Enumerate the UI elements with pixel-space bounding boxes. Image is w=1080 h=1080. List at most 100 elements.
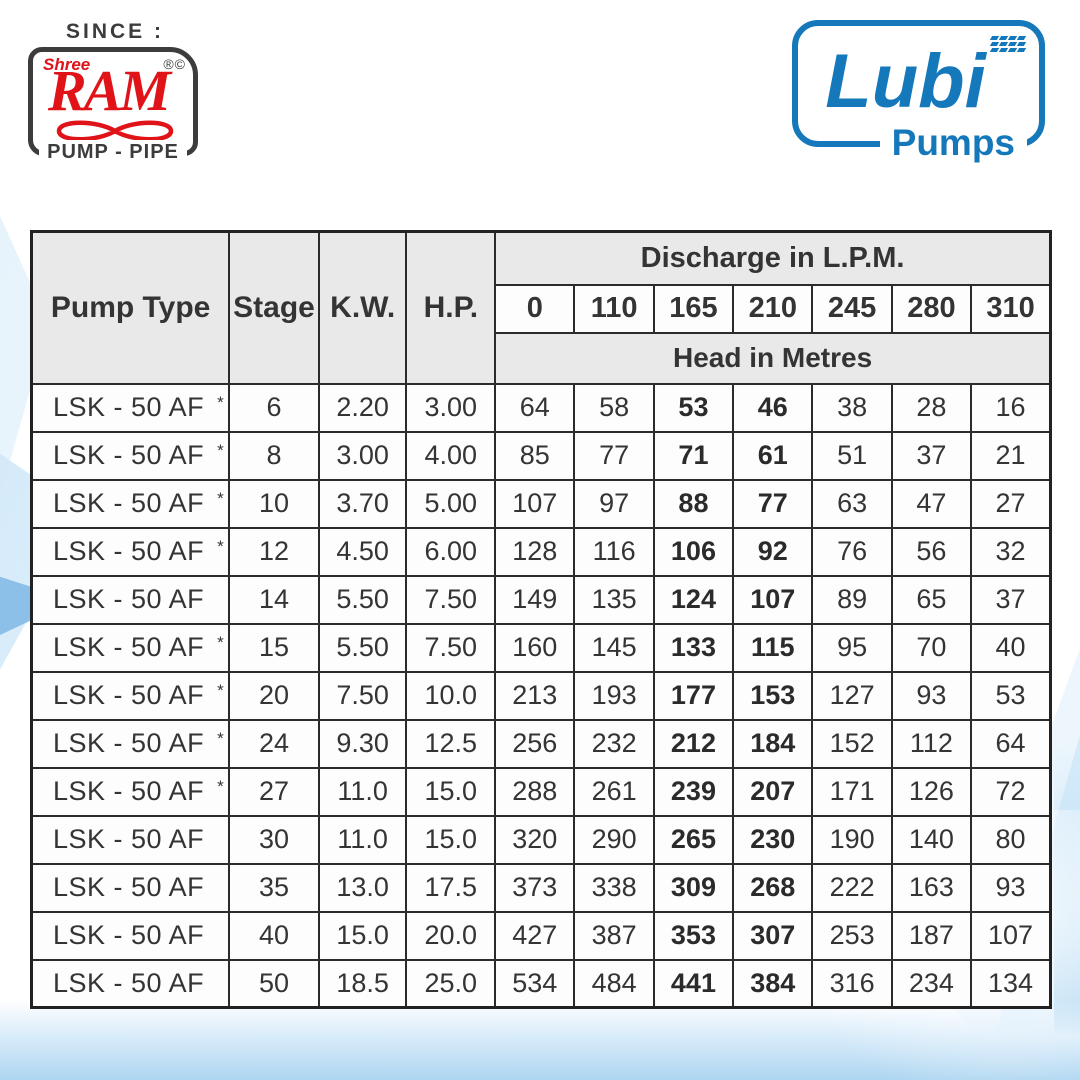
- pump-model: LSK - 50 AF: [53, 872, 205, 902]
- background-bottom-gradient: [0, 1000, 1080, 1080]
- table-row: LSK - 50 AF 14 5.50 7.50 149 135 124 107 89 65 37: [30, 574, 1052, 625]
- head-value-cell: 193: [573, 670, 655, 721]
- head-value-cell: 149: [494, 574, 576, 625]
- head-value-cell: 427: [494, 910, 576, 961]
- head-value-cell: 107: [732, 574, 814, 625]
- head-value-cell: 76: [811, 526, 893, 577]
- table-row: LSK - 50 AF 40 15.0 20.0 427 387 353 307 253 187 1…: [30, 910, 1052, 961]
- pump-pipe-tagline: PUMP - PIPE: [39, 140, 187, 164]
- flow-value-header: 310: [970, 283, 1052, 334]
- hp-cell: 15.0: [405, 766, 497, 817]
- pump-model: LSK - 50 AF: [53, 824, 205, 854]
- head-value-cell: 239: [652, 766, 735, 817]
- head-value-cell: 37: [890, 430, 973, 481]
- head-value-cell: 140: [890, 814, 973, 865]
- pump-model: LSK - 50 AF: [53, 776, 205, 806]
- pump-model-cell: LSK - 50 AF: [30, 862, 231, 913]
- head-value-cell: 373: [494, 862, 576, 913]
- lubi-wordmark: Lubi: [825, 39, 986, 124]
- pump-model-cell: LSK - 50 AF *: [30, 670, 231, 721]
- hp-cell: 15.0: [405, 814, 497, 865]
- table-row: LSK - 50 AF * 15 5.50 7.50 160 145 133 115 95 70 40: [30, 622, 1052, 673]
- head-value-cell: 484: [573, 958, 655, 1009]
- hp-cell: 10.0: [405, 670, 497, 721]
- head-value-cell: 37: [970, 574, 1052, 625]
- pump-model-cell: LSK - 50 AF *: [30, 622, 231, 673]
- head-value-cell: 93: [890, 670, 973, 721]
- head-value-cell: 97: [573, 478, 655, 529]
- head-value-cell: 93: [970, 862, 1052, 913]
- pump-model: LSK - 50 AF: [53, 967, 205, 998]
- head-value-cell: 261: [573, 766, 655, 817]
- col-header-pump-type: Pump Type: [30, 230, 231, 385]
- head-value-cell: 89: [811, 574, 893, 625]
- hp-cell: 3.00: [405, 382, 497, 433]
- head-value-cell: 256: [494, 718, 576, 769]
- pump-model: LSK - 50 AF: [53, 536, 205, 566]
- head-value-cell: 384: [732, 958, 814, 1009]
- table-row: LSK - 50 AF * 27 11.0 15.0 288 261 239 207 171 126…: [30, 766, 1052, 817]
- head-value-cell: 128: [494, 526, 576, 577]
- registered-copyright-marks: ®©: [163, 56, 186, 72]
- head-value-cell: 534: [494, 958, 576, 1009]
- head-value-cell: 126: [890, 766, 973, 817]
- ram-wordmark: RAM: [48, 58, 171, 123]
- shree-ram-logo: Shree ®© RAM PUMP - PIPE: [28, 47, 198, 164]
- head-value-cell: 177: [652, 670, 735, 721]
- kw-cell: 7.50: [317, 670, 408, 721]
- table-row: LSK - 50 AF 30 11.0 15.0 320 290 265 230 190 140 8…: [30, 814, 1052, 865]
- head-value-cell: 92: [732, 526, 814, 577]
- hp-cell: 12.5: [405, 718, 497, 769]
- table-row: LSK - 50 AF 50 18.5 25.0 534 484 441 384 316 234 1…: [30, 958, 1052, 1009]
- lubi-hash-icon: [989, 36, 1027, 52]
- lubi-pumps-tagline: Pumps: [879, 120, 1027, 166]
- head-value-cell: 207: [732, 766, 814, 817]
- pump-model: LSK - 50 AF: [53, 488, 205, 518]
- head-value-cell: 64: [494, 382, 576, 433]
- flow-value-header: 245: [811, 283, 893, 334]
- kw-cell: 15.0: [317, 910, 408, 961]
- kw-cell: 5.50: [317, 574, 408, 625]
- lubi-logo: Lubi Pumps: [792, 20, 1045, 166]
- kw-cell: 3.70: [317, 478, 408, 529]
- hp-cell: 6.00: [405, 526, 497, 577]
- pump-model-cell: LSK - 50 AF *: [30, 382, 231, 433]
- head-value-cell: 387: [573, 910, 655, 961]
- flow-value-header: 110: [573, 283, 655, 334]
- head-value-cell: 230: [732, 814, 814, 865]
- kw-cell: 9.30: [317, 718, 408, 769]
- stage-cell: 15: [228, 622, 320, 673]
- hp-cell: 4.00: [405, 430, 497, 481]
- head-value-cell: 171: [811, 766, 893, 817]
- table-row: LSK - 50 AF * 12 4.50 6.00 128 116 106 92 76 56 32: [30, 526, 1052, 577]
- head-value-cell: 163: [890, 862, 973, 913]
- head-value-cell: 61: [732, 430, 814, 481]
- stage-cell: 35: [228, 862, 320, 913]
- head-value-cell: 288: [494, 766, 576, 817]
- head-value-cell: 40: [970, 622, 1052, 673]
- table-row: LSK - 50 AF * 24 9.30 12.5 256 232 212 184 152 112…: [30, 718, 1052, 769]
- head-value-cell: 222: [811, 862, 893, 913]
- hp-cell: 25.0: [405, 958, 497, 1009]
- pump-model-cell: LSK - 50 AF *: [30, 478, 231, 529]
- stage-cell: 14: [228, 574, 320, 625]
- head-value-cell: 190: [811, 814, 893, 865]
- discharge-title: Discharge in L.P.M.: [494, 230, 1052, 286]
- asterisk-marker: *: [217, 393, 225, 412]
- asterisk-marker: *: [217, 729, 225, 748]
- pump-model-cell: LSK - 50 AF *: [30, 526, 231, 577]
- head-value-cell: 95: [811, 622, 893, 673]
- head-value-cell: 71: [652, 430, 735, 481]
- head-value-cell: 307: [732, 910, 814, 961]
- head-value-cell: 107: [970, 910, 1052, 961]
- kw-cell: 18.5: [317, 958, 408, 1009]
- flow-value-header: 165: [652, 283, 735, 334]
- hp-cell: 7.50: [405, 574, 497, 625]
- pump-model-cell: LSK - 50 AF: [30, 910, 231, 961]
- pump-spec-table: Pump Type Stage K.W. H.P. Discharge in L…: [30, 230, 1052, 1009]
- asterisk-marker: *: [217, 681, 225, 700]
- head-value-cell: 127: [811, 670, 893, 721]
- pump-model-cell: LSK - 50 AF *: [30, 430, 231, 481]
- background-edge-gradient: [1054, 740, 1080, 1080]
